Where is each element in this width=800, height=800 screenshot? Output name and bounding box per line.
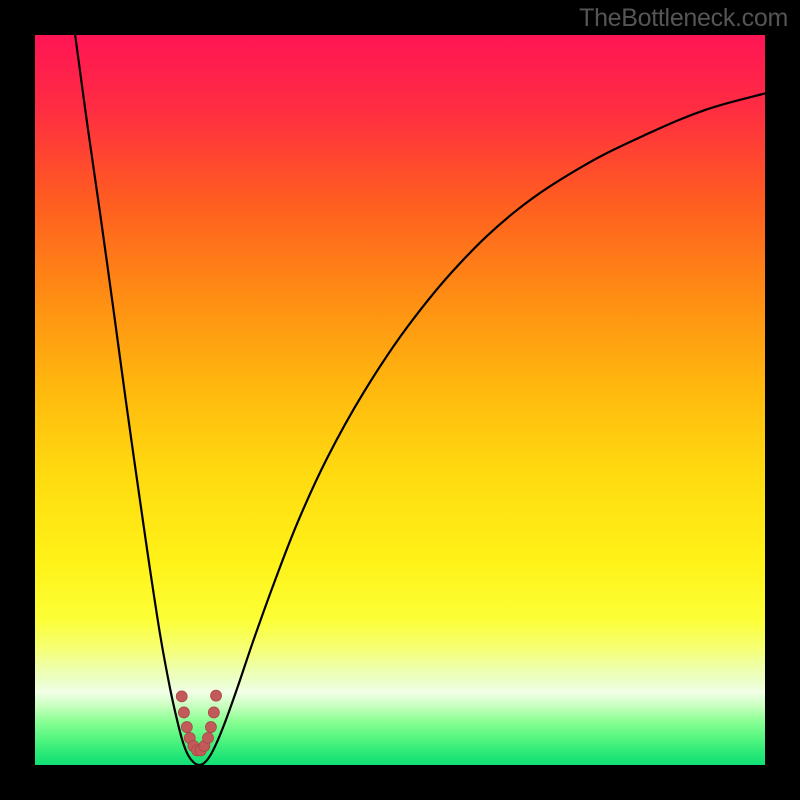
watermark-text: TheBottleneck.com (579, 4, 788, 33)
trough-marker (176, 691, 187, 702)
trough-marker (208, 707, 219, 718)
trough-marker (205, 722, 216, 733)
trough-marker (203, 732, 214, 743)
curve-path (75, 35, 765, 765)
curve-layer (35, 35, 765, 765)
trough-marker (181, 722, 192, 733)
trough-marker (211, 690, 222, 701)
chart-container: TheBottleneck.com (0, 0, 800, 800)
plot-area (35, 35, 765, 765)
trough-marker (178, 707, 189, 718)
